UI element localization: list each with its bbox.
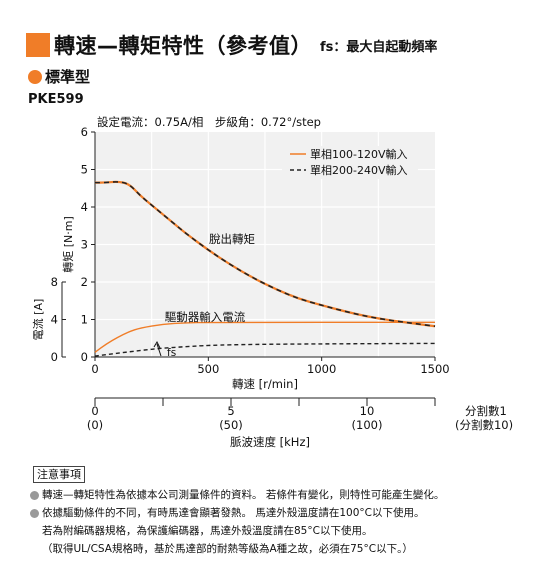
pulse-tick-label: 5 bbox=[227, 404, 234, 418]
note-item: （取得UL/CSA規格時，基於馬達部的耐熱等級為A種之故，必須在75°C以下。） bbox=[30, 540, 444, 558]
current-line-100v bbox=[94, 321, 435, 353]
settings-text: 設定電流：0.75A/相 步級角：0.72°/step bbox=[97, 115, 321, 129]
current-y-axis-title: 電流 [A] bbox=[31, 299, 45, 341]
pulse-tick-label-sub: (0) bbox=[87, 418, 103, 432]
note-text: （取得UL/CSA規格時，基於馬達部的耐熱等級為A種之故，必須在75°C以下。） bbox=[42, 543, 413, 555]
torque-speed-chart: 0 500 1000 1500 轉速 [r/min] 0 1 2 3 4 5 6 轉矩 [N·m] 0 4 8… bbox=[31, 125, 513, 449]
torque-y-tick-label: 1 bbox=[81, 313, 88, 327]
fs-arrowhead-icon bbox=[153, 340, 161, 349]
x-tick-label: 1000 bbox=[307, 362, 336, 376]
torque-y-tick-label: 5 bbox=[81, 163, 88, 177]
pulse-division-label-sub: (分割數10) bbox=[455, 418, 513, 432]
header-marker-icon bbox=[26, 33, 50, 57]
torque-y-tick-label: 2 bbox=[81, 275, 88, 289]
x-tick-label: 1500 bbox=[420, 362, 449, 376]
torque-line-200v bbox=[94, 181, 436, 328]
bullet-icon bbox=[30, 508, 39, 518]
pulse-tick-label-sub: (50) bbox=[219, 418, 243, 432]
section-header: 轉速—轉矩特性（參考值） fs：最大自起動頻率 bbox=[26, 30, 437, 60]
current-y-tick-label: 0 bbox=[51, 350, 58, 364]
current-y-tick-label: 8 bbox=[51, 275, 58, 289]
sub-title: 標準型 bbox=[45, 68, 91, 86]
page-title: 轉速—轉矩特性（參考值） bbox=[54, 34, 312, 58]
note-item: 若為附編碼器規格，為保護編碼器，馬達外殼溫度請在85°C以下使用。 bbox=[30, 522, 444, 540]
note-item: 依據驅動條件的不同，有時馬達會顯著發熱。 馬達外殼溫度請在100°C以下使用。 bbox=[30, 504, 444, 522]
x-axis-title: 轉速 [r/min] bbox=[232, 377, 298, 391]
torque-curve-label: 脫出轉矩 bbox=[209, 232, 255, 246]
note-item: 轉速—轉矩特性為依據本公司測量條件的資料。 若條件有變化，則特性可能產生變化。 bbox=[30, 486, 444, 504]
pulse-tick-label: 0 bbox=[91, 404, 98, 418]
torque-y-tick-label: 3 bbox=[81, 238, 88, 252]
torque-y-tick-label: 0 bbox=[81, 350, 88, 364]
legend-label: 單相200-240V輸入 bbox=[310, 163, 408, 177]
pulse-tick-label: 10 bbox=[360, 404, 375, 418]
note-text: 若為附編碼器規格，為保護編碼器，馬達外殼溫度請在85°C以下使用。 bbox=[42, 525, 373, 537]
legend-box bbox=[282, 146, 418, 179]
torque-y-axis-title: 轉矩 [N·m] bbox=[62, 216, 75, 273]
bullet-icon bbox=[30, 490, 39, 500]
notes-list: 轉速—轉矩特性為依據本公司測量條件的資料。 若條件有變化，則特性可能產生變化。 … bbox=[30, 486, 444, 558]
pulse-tick-label-sub: (100) bbox=[352, 418, 383, 432]
pulse-axis-title: 脈波速度 [kHz] bbox=[230, 435, 310, 449]
legend-label: 單相100-120V輸入 bbox=[310, 147, 408, 161]
current-line-200v bbox=[94, 342, 436, 357]
pulse-division-label: 分割數1 bbox=[465, 404, 507, 418]
fs-marker-arrow bbox=[156, 343, 162, 357]
current-y-tick-label: 4 bbox=[51, 313, 58, 327]
x-tick-label: 0 bbox=[91, 362, 98, 376]
note-text: 依據驅動條件的不同，有時馬達會顯著發熱。 馬達外殼溫度請在100°C以下使用。 bbox=[42, 507, 425, 519]
torque-y-tick-label: 6 bbox=[81, 125, 88, 139]
model-number: PKE599 bbox=[28, 92, 84, 107]
sub-header: 標準型 bbox=[28, 66, 90, 87]
note-text: 轉速—轉矩特性為依據本公司測量條件的資料。 若條件有變化，則特性可能產生變化。 bbox=[42, 489, 445, 501]
notes-title: 注意事項 bbox=[33, 466, 85, 483]
fs-legend-note: fs：最大自起動頻率 bbox=[320, 39, 438, 55]
fs-label: fs bbox=[167, 347, 176, 359]
current-curve-label: 驅動器輸入電流 bbox=[165, 310, 246, 324]
torque-y-tick-label: 4 bbox=[81, 200, 88, 214]
x-tick-label: 500 bbox=[197, 362, 219, 376]
bullet-circle-icon bbox=[28, 69, 42, 84]
